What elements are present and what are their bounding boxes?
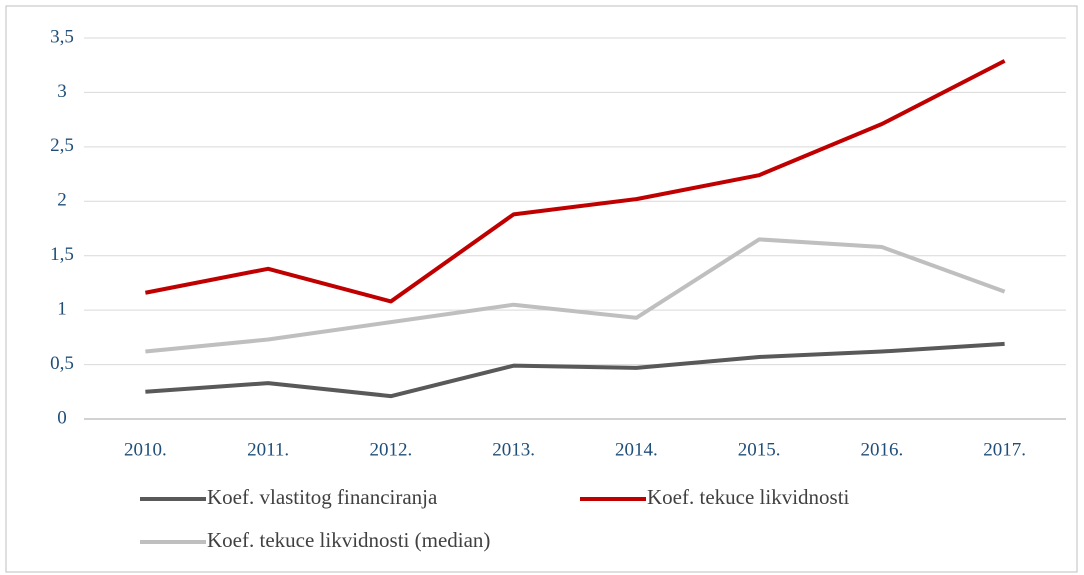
y-tick-label: 3 bbox=[57, 81, 67, 102]
legend-label: Koef. vlastitog financiranja bbox=[207, 485, 438, 509]
y-tick-label: 0,5 bbox=[50, 353, 74, 374]
y-tick-label: 1,5 bbox=[50, 244, 74, 265]
x-tick-label: 2016. bbox=[861, 439, 904, 460]
series-line bbox=[145, 237, 1006, 354]
x-tick-label: 2015. bbox=[738, 439, 781, 460]
x-tick-label: 2010. bbox=[124, 439, 167, 460]
x-tick-label: 2014. bbox=[615, 439, 658, 460]
y-tick-label: 2 bbox=[57, 190, 67, 211]
legend-label: Koef. tekuce likvidnosti (median) bbox=[207, 528, 490, 552]
x-tick-label: 2017. bbox=[983, 439, 1026, 460]
series-line bbox=[145, 341, 1005, 399]
y-tick-label: 2,5 bbox=[50, 135, 74, 156]
y-tick-label: 0 bbox=[57, 407, 67, 428]
legend-label: Koef. tekuce likvidnosti bbox=[647, 485, 850, 509]
series-line bbox=[144, 59, 1006, 304]
y-tick-label: 1 bbox=[57, 299, 67, 320]
x-tick-label: 2011. bbox=[247, 439, 289, 460]
y-tick-label: 3,5 bbox=[50, 26, 74, 47]
chart-frame bbox=[5, 5, 1078, 573]
x-tick-label: 2013. bbox=[492, 439, 535, 460]
x-tick-label: 2012. bbox=[370, 439, 413, 460]
